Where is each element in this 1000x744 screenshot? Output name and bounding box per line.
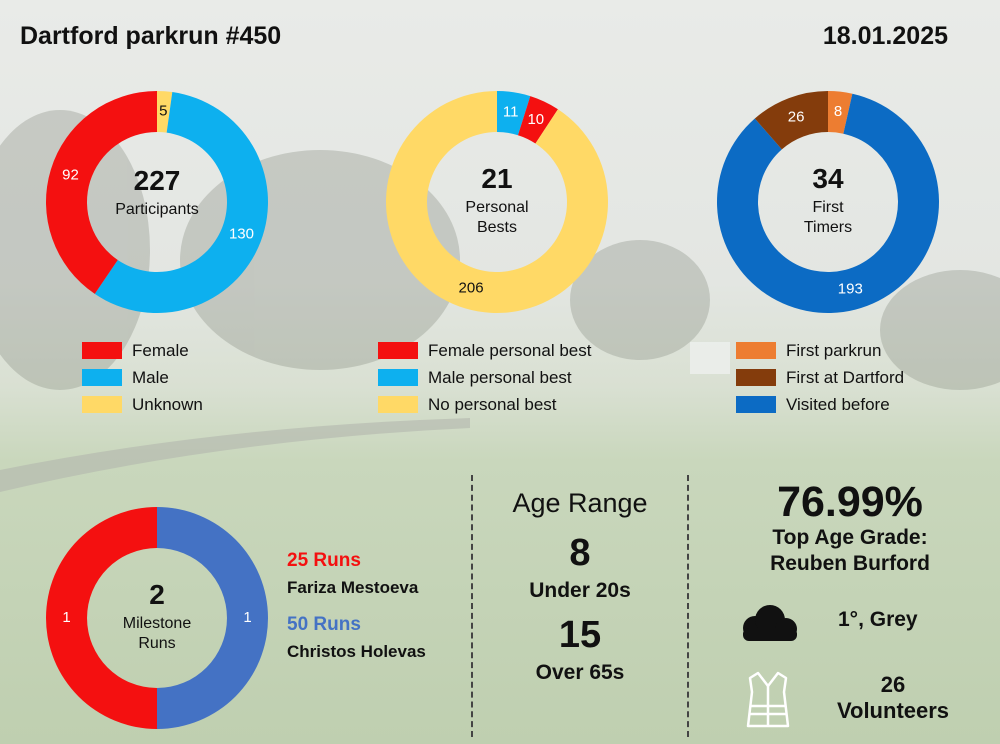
first-timers-slice-first-at-dartford [754, 91, 828, 150]
milestone-runs-center-label: Runs [138, 635, 175, 652]
participants-slice-unknown [157, 91, 173, 133]
participants-center-label: Participants [115, 201, 199, 218]
under-20s-value: 8 [569, 532, 591, 574]
top-age-grade-value: 76.99% [777, 478, 923, 526]
participants-data-label: 5 [159, 103, 167, 120]
legend-swatch [736, 369, 776, 386]
cloud-icon [743, 605, 797, 641]
legend-item-male-pb: Male personal best [378, 364, 591, 391]
legend-label: Male [132, 367, 169, 387]
volunteers-value: 26 [880, 672, 906, 697]
personal-bests-slice-male-personal-best [497, 91, 531, 136]
legend-item-female-pb: Female personal best [378, 337, 591, 364]
event-date: 18.01.2025 [822, 22, 948, 50]
personal-bests-donut: 11 10 206 21 Personal Bests [385, 90, 609, 314]
milestone-50-name: Christos Holevas [287, 642, 426, 661]
personal-bests-center-label: Bests [477, 219, 517, 236]
legend-swatch [378, 369, 418, 386]
top-age-grade-name: Reuben Burford [770, 552, 930, 575]
legend-item-no-pb: No personal best [378, 391, 591, 418]
over-65s-label: Over 65s [535, 661, 625, 684]
hi-vis-vest-icon [746, 671, 790, 728]
first-timers-donut: 8 193 26 34 First Timers [716, 90, 940, 314]
first-timers-data-label: 193 [838, 281, 863, 298]
milestone-runs-data-label: 1 [62, 609, 70, 626]
milestone-runs-slice-50-runs [157, 507, 268, 729]
legend-swatch [82, 396, 122, 413]
personal-bests-legend: Female personal best Male personal best … [378, 337, 591, 418]
legend-swatch [378, 396, 418, 413]
weather-text: 1°, Grey [838, 608, 918, 631]
legend-label: First parkrun [786, 340, 882, 360]
legend-item-unknown: Unknown [82, 391, 203, 418]
dashed-divider [471, 475, 473, 737]
participants-donut: 5 130 92 227 Participants [45, 90, 269, 314]
participants-legend: Female Male Unknown [82, 337, 203, 418]
top-age-grade-label: Top Age Grade: [772, 526, 928, 549]
legend-swatch [378, 342, 418, 359]
volunteers-panel: 26 Volunteers [818, 672, 968, 724]
over-65s-value: 15 [558, 614, 602, 656]
legend-label: Female [132, 340, 189, 360]
personal-bests-slice-no-personal-best [386, 91, 608, 313]
legend-item-female: Female [82, 337, 203, 364]
participants-data-label: 92 [62, 166, 79, 183]
legend-label: Unknown [132, 394, 203, 414]
legend-swatch [736, 342, 776, 359]
legend-swatch [82, 369, 122, 386]
legend-swatch [736, 396, 776, 413]
legend-item-first-parkrun: First parkrun [736, 337, 904, 364]
legend-label: No personal best [428, 394, 557, 414]
legend-label: Female personal best [428, 340, 592, 360]
under-20s-label: Under 20s [529, 579, 631, 602]
top-age-grade-panel: 76.99% Top Age Grade: Reuben Burford [745, 478, 955, 576]
milestone-runs-donut: 1 1 2 Milestone Runs [45, 506, 269, 730]
first-timers-slice-first-parkrun [828, 91, 853, 134]
legend-item-visited-before: Visited before [736, 391, 904, 418]
legend-item-first-at-dartford: First at Dartford [736, 364, 904, 391]
first-timers-center-value: 34 [812, 163, 844, 194]
milestone-runs-center-label: Milestone [123, 615, 192, 632]
legend-label: Visited before [786, 394, 890, 414]
milestone-runs-center-value: 2 [149, 579, 165, 610]
legend-item-male: Male [82, 364, 203, 391]
volunteers-label: Volunteers [836, 698, 950, 723]
personal-bests-center-label: Personal [465, 199, 528, 216]
first-timers-data-label: 8 [834, 103, 842, 120]
participants-center-value: 227 [134, 165, 181, 196]
first-timers-slice-visited-before [717, 93, 939, 313]
age-range-panel: Age Range 8 Under 20s 15 Over 65s [478, 488, 682, 685]
participants-data-label: 130 [229, 225, 254, 242]
personal-bests-data-label: 11 [503, 104, 519, 121]
milestone-50-label: 50 Runs [287, 614, 361, 635]
first-timers-center-label: Timers [804, 219, 852, 236]
first-timers-data-label: 26 [788, 108, 805, 125]
first-timers-center-label: First [812, 199, 844, 216]
age-range-title: Age Range [512, 488, 648, 518]
participants-slice-male [94, 92, 268, 313]
milestone-25-label: 25 Runs [287, 550, 361, 571]
legend-label: First at Dartford [786, 367, 905, 387]
first-timers-legend: First parkrun First at Dartford Visited … [736, 337, 904, 418]
dashed-divider [687, 475, 689, 737]
milestone-runs-data-label: 1 [243, 609, 251, 626]
milestone-25-name: Fariza Mestoeva [287, 578, 419, 597]
personal-bests-data-label: 10 [527, 111, 544, 128]
personal-bests-center-value: 21 [481, 163, 512, 194]
personal-bests-data-label: 206 [459, 280, 484, 297]
personal-bests-slice-female-personal-best [517, 96, 558, 144]
milestone-runs-slice-25-runs [46, 507, 157, 729]
milestone-list: 25 Runs Fariza Mestoeva 50 Runs Christos… [287, 550, 426, 662]
legend-swatch [82, 342, 122, 359]
page-title: Dartford parkrun #450 [20, 22, 282, 50]
participants-slice-female [45, 91, 157, 294]
legend-label: Male personal best [428, 367, 572, 387]
